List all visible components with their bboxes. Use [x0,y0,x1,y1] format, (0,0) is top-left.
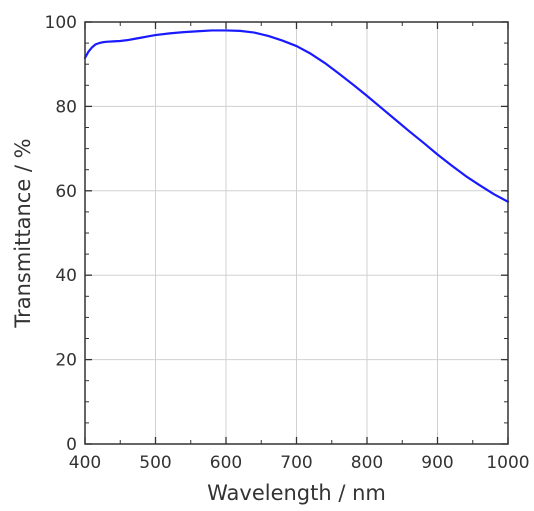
transmittance-line [83,29,510,203]
ticks: 400 500 600 700 800 900 1000 0 20 40 60 80 100 [45,13,530,473]
y-tick-label: 0 [66,435,77,455]
y-tick-label: 60 [55,182,77,202]
y-tick-label: 40 [55,266,77,286]
x-tick-label: 1000 [486,453,529,473]
grid [85,22,508,444]
y-tick-label: 100 [45,13,77,33]
x-tick-label: 500 [139,453,171,473]
y-tick-label: 20 [55,351,77,371]
x-tick-label: 400 [69,453,101,473]
y-axis-label: Transmittance / % [11,138,35,328]
series-group [83,29,510,203]
x-tick-label: 700 [280,453,312,473]
x-tick-label: 900 [421,453,453,473]
y-tick-label: 80 [55,97,77,117]
x-tick-label: 800 [351,453,383,473]
x-axis-label: Wavelength / nm [207,481,386,505]
x-tick-label: 600 [210,453,242,473]
